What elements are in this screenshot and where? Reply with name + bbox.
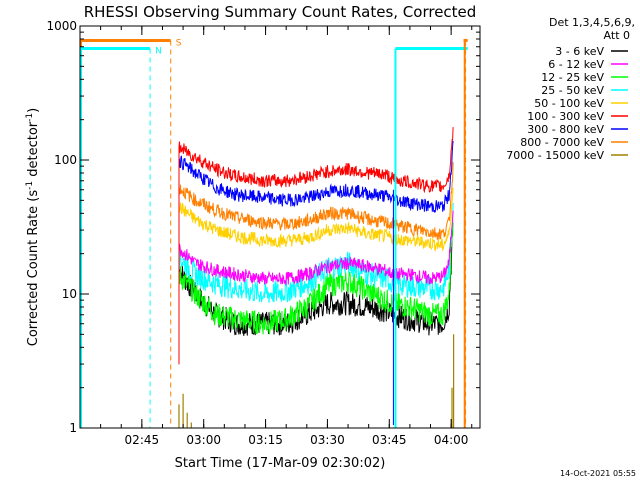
legend-item: 7000 - 15000 keV <box>506 149 628 162</box>
legend-label: 25 - 50 keV <box>541 84 604 97</box>
plot-frame <box>79 25 481 429</box>
legend-item: 300 - 800 keV <box>527 123 628 136</box>
legend-label: 100 - 300 keV <box>527 110 604 123</box>
y-tick-label: 10 <box>62 287 77 301</box>
series-line-12-25 <box>178 222 454 365</box>
y-tick-label: 1000 <box>46 19 77 33</box>
series-line-7000-15000 <box>178 334 455 428</box>
legend-label: 12 - 25 keV <box>541 71 604 84</box>
y-axis-label-part-3: ) <box>26 108 41 113</box>
legend-label: 3 - 6 keV <box>555 45 604 58</box>
series-line-25-50 <box>178 202 454 365</box>
series-line-50-100 <box>178 187 454 365</box>
flag-label: N <box>155 46 162 56</box>
legend-item: 6 - 12 keV <box>548 58 628 71</box>
series-line-800-7000 <box>178 162 454 365</box>
legend-item: 12 - 25 keV <box>541 71 628 84</box>
series-layer <box>178 127 455 428</box>
x-axis-label: Start Time (17-Mar-09 02:30:02) <box>175 456 386 471</box>
y-axis-label: Corrected Count Rate (s-1 detector-1) <box>25 108 41 346</box>
x-tick-label: 03:45 <box>372 433 407 447</box>
legend-label: 6 - 12 keV <box>548 58 604 71</box>
y-axis-label-part-1: Corrected Count Rate (s <box>26 190 41 347</box>
flag-layer: SN <box>80 38 468 428</box>
flag-label: S <box>176 38 182 48</box>
legend-item: 800 - 7000 keV <box>520 136 628 149</box>
y-tick-label: 1 <box>69 421 77 435</box>
chart-title: RHESSI Observing Summary Count Rates, Co… <box>84 3 477 21</box>
x-tick-label: 02:45 <box>125 433 160 447</box>
series-line-300-800 <box>178 140 454 365</box>
flag-n: N <box>80 46 468 428</box>
legend-header: Det 1,3,4,5,6,9, Att 0 <box>549 16 635 42</box>
legend-label: 50 - 100 keV <box>534 97 604 110</box>
y-axis-label-sup-1: -1 <box>25 181 35 190</box>
footer-date: 14-Oct-2021 05:55 <box>560 469 636 478</box>
y-axis: 1 10 100 1000 <box>46 19 480 435</box>
y-axis-label-part-2: detector <box>26 121 41 181</box>
y-tick-label: 100 <box>54 153 77 167</box>
x-tick-label: 03:15 <box>248 433 283 447</box>
legend-item: 3 - 6 keV <box>555 45 628 58</box>
y-axis-label-sup-2: -1 <box>25 113 35 122</box>
legend-item: 100 - 300 keV <box>527 110 628 123</box>
legend-item: 25 - 50 keV <box>541 84 628 97</box>
legend-label: 7000 - 15000 keV <box>506 149 604 162</box>
x-tick-label: 03:30 <box>310 433 345 447</box>
legend-label: 300 - 800 keV <box>527 123 604 136</box>
series-line-100-300 <box>178 127 454 365</box>
x-tick-label: 04:00 <box>434 433 469 447</box>
legend-header-line-1: Det 1,3,4,5,6,9, <box>549 16 635 29</box>
legend-label: 800 - 7000 keV <box>520 136 604 149</box>
x-axis: 02:45 03:00 03:15 03:30 03:45 04:00 <box>100 26 473 447</box>
flag-s: S <box>80 38 468 428</box>
legend-header-line-2: Att 0 <box>604 29 630 42</box>
series-line-6-12 <box>178 210 454 365</box>
x-tick-label: 03:00 <box>186 433 221 447</box>
legend-item: 50 - 100 keV <box>534 97 628 110</box>
